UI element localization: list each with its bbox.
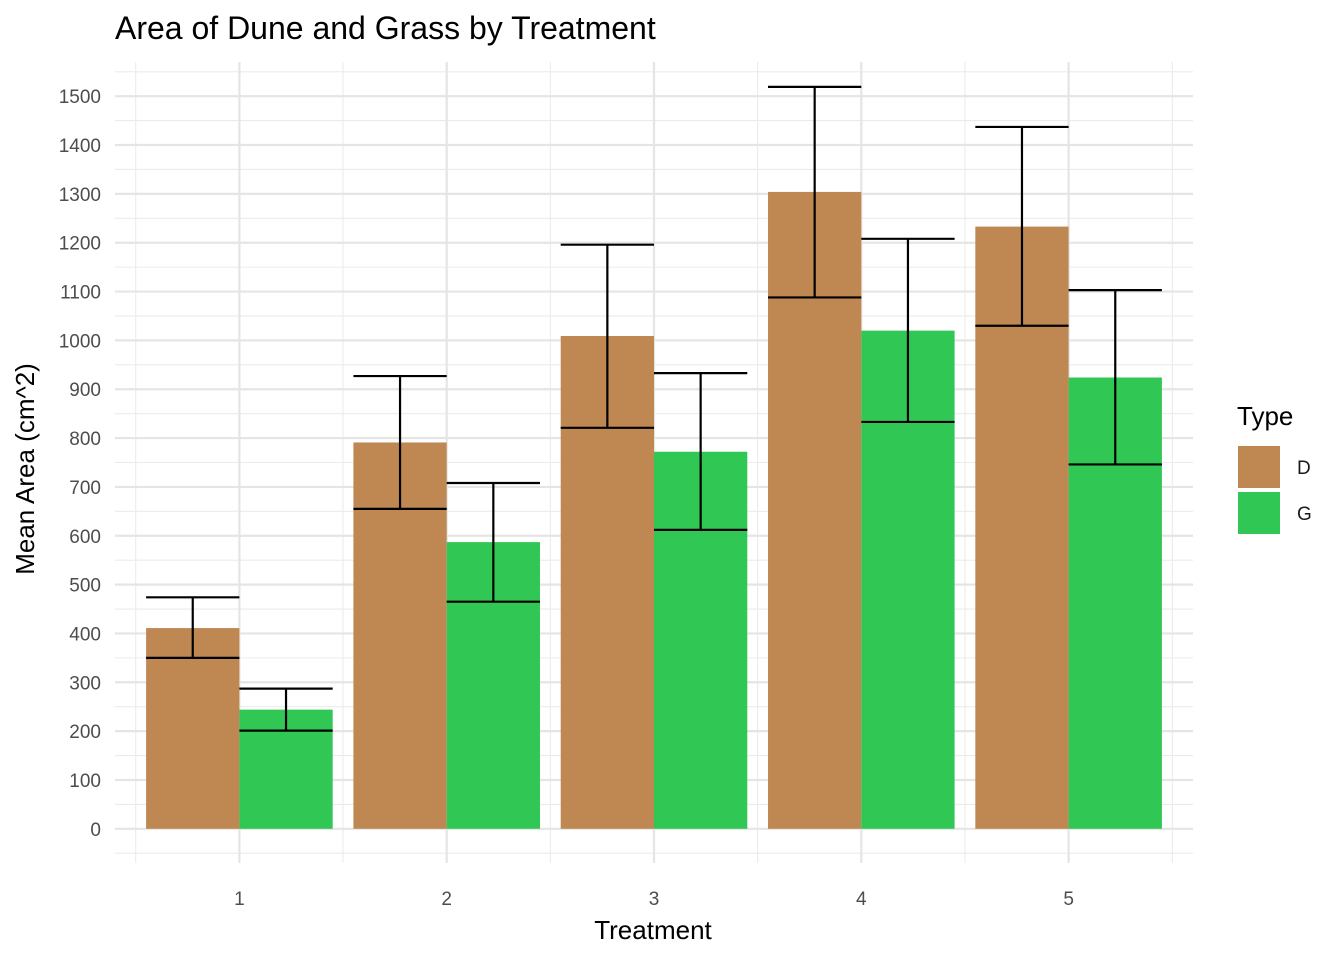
y-tick-label: 400 <box>69 624 101 645</box>
error-bar-G-5 <box>1068 288 1162 466</box>
y-tick-label: 1400 <box>59 136 101 157</box>
y-axis-ticks: 0 100 200 300 400 500 600 700 800 900 1000 1100 1200… <box>59 87 101 841</box>
error-bars <box>146 85 1162 732</box>
x-tick-label: 1 <box>234 889 245 910</box>
x-tick-label: 4 <box>856 889 867 910</box>
error-bar-G-1 <box>239 687 333 732</box>
legend-title: Type <box>1237 401 1293 431</box>
y-tick-label: 900 <box>69 380 101 401</box>
y-tick-label: 1100 <box>60 283 101 304</box>
error-bar-G-2 <box>446 481 540 603</box>
error-bar-D-4 <box>768 85 862 299</box>
x-tick-label: 5 <box>1063 889 1074 910</box>
y-tick-label: 1000 <box>59 331 101 352</box>
y-tick-label: 300 <box>69 673 101 694</box>
y-tick-label: 200 <box>69 722 101 743</box>
y-axis-title: Mean Area (cm^2) <box>10 363 40 575</box>
bar-D-1 <box>146 628 240 829</box>
y-tick-label: 0 <box>90 820 101 841</box>
x-axis-title: Treatment <box>594 915 712 945</box>
error-bar-G-4 <box>861 237 955 424</box>
legend-label-D: D <box>1297 458 1311 479</box>
y-tick-label: 600 <box>69 527 101 548</box>
legend-key-G <box>1238 492 1280 534</box>
error-bar-G-3 <box>654 372 748 532</box>
error-bar-D-1 <box>146 596 240 659</box>
error-bar-D-3 <box>560 243 654 429</box>
y-tick-label: 1500 <box>59 87 101 108</box>
y-tick-label: 1200 <box>59 234 101 255</box>
x-tick-label: 2 <box>441 889 452 910</box>
x-axis-ticks: 1 2 3 4 5 <box>234 889 1074 910</box>
y-tick-label: 1300 <box>59 185 101 206</box>
y-tick-label: 500 <box>69 576 101 597</box>
legend: Type D G <box>1237 401 1312 534</box>
chart-title: Area of Dune and Grass by Treatment <box>115 10 656 46</box>
legend-label-G: G <box>1297 504 1312 525</box>
error-bar-D-5 <box>975 125 1069 327</box>
x-tick-label: 3 <box>649 889 660 910</box>
error-bar-D-2 <box>353 374 447 510</box>
bar-D-5 <box>975 226 1069 829</box>
y-tick-label: 700 <box>69 478 101 499</box>
y-tick-label: 100 <box>69 771 101 792</box>
legend-key-D <box>1238 446 1280 488</box>
y-tick-label: 800 <box>69 429 101 450</box>
